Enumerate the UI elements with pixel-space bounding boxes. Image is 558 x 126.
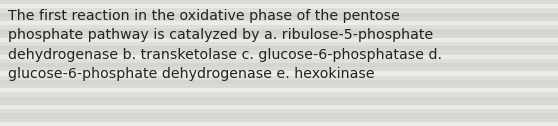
Bar	[0, 122, 558, 126]
Bar	[0, 59, 558, 63]
Bar	[0, 101, 558, 105]
Bar	[0, 55, 558, 59]
Bar	[0, 63, 558, 67]
Bar	[0, 67, 558, 71]
Bar	[0, 0, 558, 4]
Bar	[0, 17, 558, 21]
Bar	[0, 80, 558, 84]
Bar	[0, 21, 558, 25]
Text: The first reaction in the oxidative phase of the pentose
phosphate pathway is ca: The first reaction in the oxidative phas…	[8, 9, 442, 81]
Bar	[0, 38, 558, 42]
Bar	[0, 25, 558, 29]
Bar	[0, 42, 558, 46]
Bar	[0, 46, 558, 50]
Bar	[0, 4, 558, 8]
Bar	[0, 71, 558, 76]
Bar	[0, 29, 558, 34]
Bar	[0, 76, 558, 80]
Bar	[0, 13, 558, 17]
Bar	[0, 113, 558, 118]
Bar	[0, 118, 558, 122]
Bar	[0, 105, 558, 109]
Bar	[0, 84, 558, 88]
Bar	[0, 109, 558, 113]
Bar	[0, 8, 558, 13]
Bar	[0, 34, 558, 38]
Bar	[0, 50, 558, 55]
Bar	[0, 97, 558, 101]
Bar	[0, 92, 558, 97]
Bar	[0, 88, 558, 92]
